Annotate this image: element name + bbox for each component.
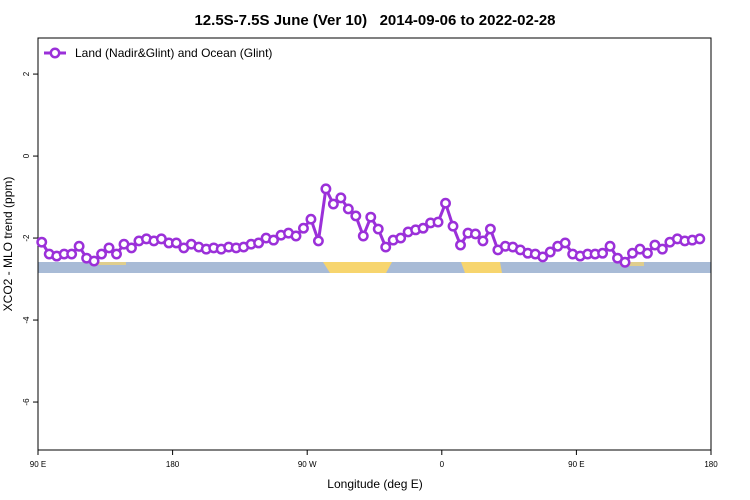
data-point: [342, 203, 354, 215]
data-point: [298, 222, 309, 234]
land-speck: [96, 262, 126, 265]
data-point: [694, 233, 706, 245]
data-point: [656, 243, 668, 255]
data-point: [96, 248, 108, 260]
data-point: [365, 211, 377, 223]
data-point: [66, 248, 78, 260]
data-point: [290, 230, 302, 242]
x-tick-label: 0: [440, 460, 445, 469]
data-point: [432, 216, 444, 228]
data-point: [455, 239, 466, 251]
data-point: [268, 234, 279, 246]
data-point: [484, 223, 496, 235]
data-point: [305, 213, 317, 225]
data-point: [335, 192, 347, 204]
data-point: [88, 255, 100, 267]
data-point: [312, 235, 324, 247]
data-point: [477, 235, 489, 247]
data-point: [440, 197, 451, 209]
data-point: [253, 237, 265, 249]
data-point: [73, 240, 85, 252]
x-tick-label: 90 W: [298, 460, 317, 469]
data-point: [597, 247, 609, 259]
land-band: [323, 262, 392, 273]
data-point: [103, 242, 115, 254]
data-point: [380, 241, 392, 253]
data-point: [36, 236, 48, 248]
y-axis-label: XCO2 - MLO trend (ppm): [1, 177, 15, 312]
y-tick-label: -6: [22, 398, 31, 406]
data-point: [537, 251, 549, 263]
data-point: [357, 230, 369, 242]
data-point: [470, 228, 481, 240]
data-point: [350, 210, 362, 222]
data-point: [111, 248, 122, 260]
x-tick-label: 180: [704, 460, 718, 469]
data-point: [170, 237, 182, 249]
x-tick-label: 180: [166, 460, 180, 469]
data-point: [544, 246, 556, 258]
x-axis-label: Longitude (deg E): [327, 477, 422, 491]
data-point: [447, 220, 459, 232]
data-point: [559, 237, 571, 249]
data-point: [327, 198, 339, 210]
data-point: [395, 232, 407, 244]
y-tick-label: 0: [22, 153, 31, 158]
data-point: [619, 256, 631, 268]
data-point: [417, 222, 429, 234]
chart-title: 12.5S-7.5S June (Ver 10) 2014-09-06 to 2…: [194, 12, 555, 29]
data-point: [372, 223, 384, 235]
data-point: [320, 183, 332, 195]
y-tick-label: -4: [22, 316, 31, 324]
y-tick-label: -2: [22, 234, 31, 242]
land-ocean-strip: [38, 262, 711, 273]
data-point: [126, 242, 137, 254]
y-tick-label: 2: [22, 71, 31, 76]
legend-label: Land (Nadir&Glint) and Ocean (Glint): [75, 46, 272, 60]
x-tick-label: 90 E: [30, 460, 46, 469]
data-point: [604, 240, 616, 252]
land-speck: [620, 262, 644, 266]
legend-marker: [49, 47, 61, 59]
x-tick-label: 90 E: [568, 460, 584, 469]
data-point: [641, 247, 653, 259]
land-band: [461, 262, 502, 273]
